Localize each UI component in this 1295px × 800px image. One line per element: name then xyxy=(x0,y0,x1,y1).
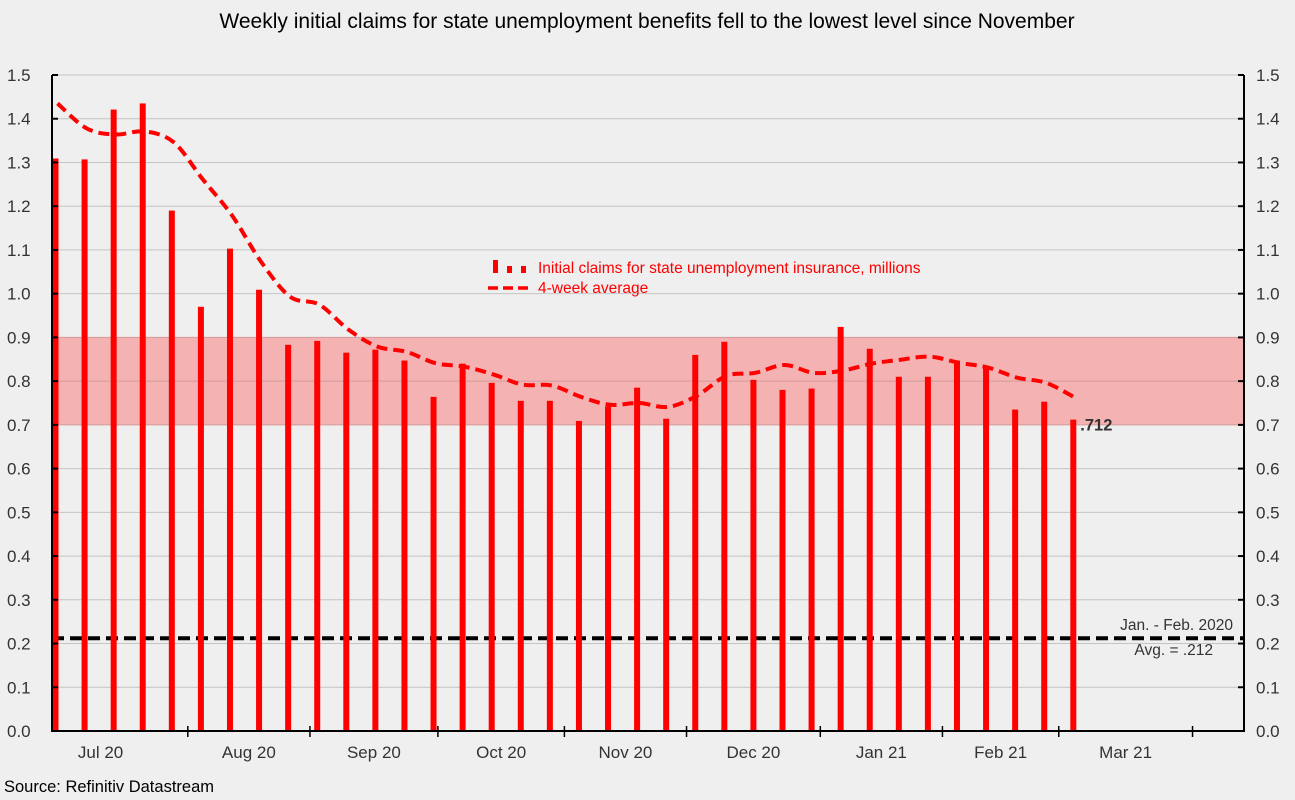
x-tick-label: Mar 21 xyxy=(1099,743,1152,762)
x-axis-labels: Jul 20 Aug 20 Sep 20 Oct 20 Nov 20 Dec 20 Jan … xyxy=(78,743,1152,762)
y-tick-label-left: 1.2 xyxy=(7,197,31,216)
gridlines xyxy=(52,74,1244,688)
legend-label-average: 4-week average xyxy=(538,280,648,297)
bar xyxy=(1012,409,1019,731)
x-tick-label: Aug 20 xyxy=(222,743,276,762)
y-tick-label-left: 0.6 xyxy=(7,460,31,479)
y-tick-label-right: 1.1 xyxy=(1256,241,1280,260)
reference-label-line1: Jan. - Feb. 2020 xyxy=(1120,617,1233,634)
bar xyxy=(430,396,437,731)
y-tick-label-right: 0.8 xyxy=(1256,372,1280,391)
source-note: Source: Refinitiv Datastream xyxy=(4,778,214,796)
average-line-series xyxy=(56,101,1077,410)
bar xyxy=(1070,419,1077,731)
bar xyxy=(808,388,815,731)
y-tick-label-left: 1.5 xyxy=(7,66,31,85)
y-tick-label-left: 0.9 xyxy=(7,328,31,347)
bar xyxy=(197,306,204,731)
y-tick-label-right: 0.6 xyxy=(1256,460,1280,479)
legend-bar-swatch-short-1 xyxy=(507,266,512,273)
y-tick-label-left: 0.7 xyxy=(7,416,31,435)
x-tick-label: Jan 21 xyxy=(856,743,907,762)
bar xyxy=(314,340,321,731)
average-line xyxy=(56,101,1077,410)
y-tick-label-left: 0.2 xyxy=(7,635,31,654)
legend-label-claims: Initial claims for state unemployment in… xyxy=(538,260,921,277)
y-tick-label-left: 0.1 xyxy=(7,678,31,697)
bar xyxy=(52,158,59,732)
bar xyxy=(837,326,844,731)
y-tick-label-left: 0.8 xyxy=(7,372,31,391)
legend-bar-swatch-tall xyxy=(493,260,498,273)
y-tick-label-left: 0.3 xyxy=(7,591,31,610)
x-tick-label: Sep 20 xyxy=(347,743,401,762)
y-tick-label-right: 0.3 xyxy=(1256,591,1280,610)
y-tick-label-right: 0.0 xyxy=(1256,722,1280,741)
y-tick-label-right: 1.0 xyxy=(1256,285,1280,304)
legend-bar-swatch xyxy=(493,260,526,273)
y-tick-label-right: 0.4 xyxy=(1256,547,1280,566)
bar xyxy=(372,349,379,731)
bar xyxy=(575,420,582,731)
bar xyxy=(226,248,233,731)
chart-title: Weekly initial claims for state unemploy… xyxy=(219,10,1074,33)
bar xyxy=(721,341,728,731)
bar xyxy=(343,352,350,731)
y-tick-label-right: 0.2 xyxy=(1256,635,1280,654)
bar xyxy=(139,103,146,732)
y-tick-label-right: 1.2 xyxy=(1256,197,1280,216)
y-axis-left-labels: 0.0 0.1 0.2 0.3 0.4 0.5 0.6 0.7 0.8 0.9 1.0 1.1 1.2 1… xyxy=(7,66,31,741)
y-tick-label-right: 0.9 xyxy=(1256,328,1280,347)
y-tick-label-right: 1.5 xyxy=(1256,66,1280,85)
reference-label-line2: Avg. = .212 xyxy=(1134,642,1213,659)
y-tick-label-left: 0.5 xyxy=(7,503,31,522)
bar xyxy=(546,400,553,731)
bar xyxy=(256,289,263,731)
bar xyxy=(779,389,786,731)
bar xyxy=(81,159,88,731)
y-tick-label-left: 0.0 xyxy=(7,722,31,741)
bar xyxy=(110,109,117,732)
bar xyxy=(488,382,495,731)
bar xyxy=(866,348,873,731)
bar-series xyxy=(52,103,1077,732)
bar xyxy=(692,354,699,731)
y-axis-right-labels: 0.0 0.1 0.2 0.3 0.4 0.5 0.6 0.7 0.8 0.9 1.0 1.1 1.2 1… xyxy=(1256,66,1280,741)
axes xyxy=(51,74,1245,737)
bar xyxy=(605,406,612,731)
bar xyxy=(895,376,902,731)
y-tick-label-right: 1.3 xyxy=(1256,153,1280,172)
y-tick-label-right: 1.4 xyxy=(1256,110,1280,129)
bar xyxy=(750,379,757,731)
bar xyxy=(517,400,524,731)
latest-value-label: .712 xyxy=(1080,417,1112,435)
bar xyxy=(1041,401,1048,731)
x-tick-label: Jul 20 xyxy=(78,743,123,762)
legend: Initial claims for state unemployment in… xyxy=(488,260,921,297)
y-tick-label-right: 0.5 xyxy=(1256,503,1280,522)
bar xyxy=(924,376,931,731)
reference-line-annotation: Jan. - Feb. 2020 Avg. = .212 xyxy=(1120,617,1233,659)
bar xyxy=(459,363,466,731)
y-tick-label-left: 1.3 xyxy=(7,153,31,172)
bar xyxy=(634,387,641,731)
y-tick-label-left: 1.0 xyxy=(7,285,31,304)
bar xyxy=(285,344,292,731)
y-tick-label-left: 0.4 xyxy=(7,547,31,566)
bar xyxy=(983,366,990,731)
bar xyxy=(663,418,670,731)
y-tick-label-left: 1.1 xyxy=(7,241,31,260)
x-tick-label: Feb 21 xyxy=(974,743,1027,762)
x-tick-label: Dec 20 xyxy=(726,743,780,762)
bar xyxy=(953,360,960,731)
y-tick-label-left: 1.4 xyxy=(7,110,31,129)
legend-bar-swatch-short-2 xyxy=(521,266,526,273)
bar xyxy=(168,210,175,731)
y-tick-label-right: 0.1 xyxy=(1256,678,1280,697)
x-tick-label: Nov 20 xyxy=(599,743,653,762)
y-tick-label-right: 0.7 xyxy=(1256,416,1280,435)
x-tick-label: Oct 20 xyxy=(476,743,526,762)
bar xyxy=(401,360,408,731)
